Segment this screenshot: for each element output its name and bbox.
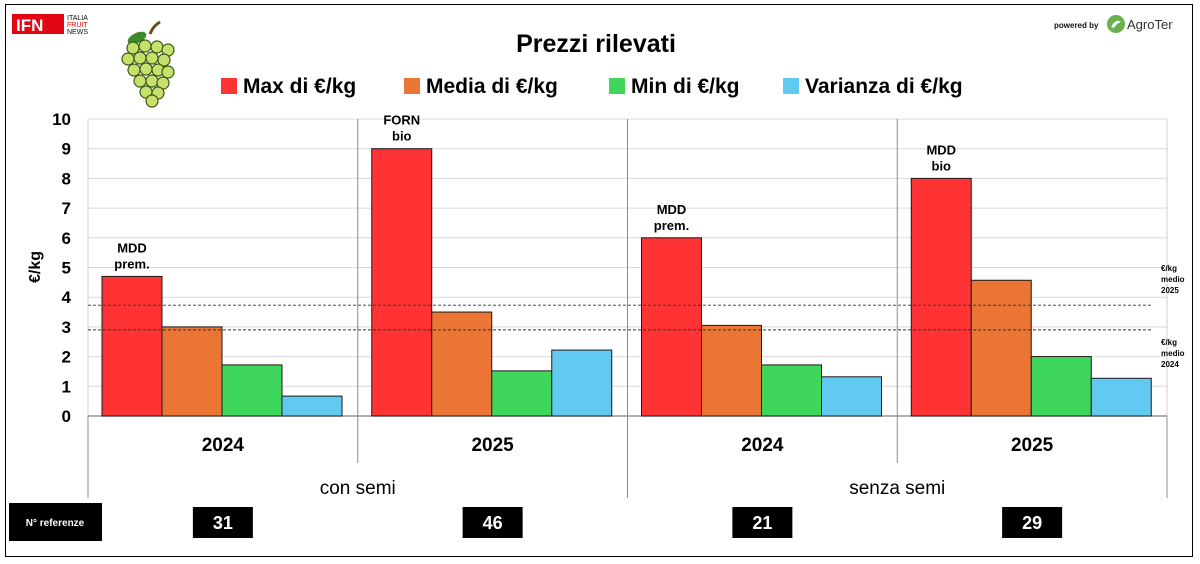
y-tick-labels: 0 1 2 3 4 5 6 7 8 9 10 [52,110,71,426]
bar-4-cat-2 [551,349,613,417]
referenze-label-box [9,503,102,541]
ifn-logo-line-3: NEWS [67,29,88,36]
referenze-value-1: 31 [213,513,233,533]
powered-by-label: powered by [1054,21,1099,30]
referenze-value-3: 21 [752,513,772,533]
group-dividers [87,119,1168,498]
x-tick-label-2: 2025 [471,435,514,456]
reference-line-1-label-1: €/kg [1161,264,1177,273]
agroter-leaf-shape [1111,20,1121,28]
ifn-logo-letters: IFN [16,16,43,35]
y-tick-label-4: 4 [62,288,72,307]
legend-label-2: Media di €/kg [426,75,558,98]
reference-line-2-label-2: medio [1161,349,1185,358]
x-tick-label-3: 2024 [741,435,784,456]
bar-1-cat-3 [641,237,702,417]
reference-line-2-label-1: €/kg [1161,338,1177,347]
bar-2-cat-2 [431,311,493,417]
bar-4-cat-4 [1090,377,1152,417]
ifn-logo-line-2: FRUIT [67,22,88,29]
referenze-row: N° referenze 31 46 21 29 [9,503,1063,541]
legend-swatch-3 [609,78,625,94]
x-tick-label-4: 2025 [1011,435,1054,456]
max-bar-annotation-4-line-2: bio [932,158,952,173]
referenze-box-2 [462,507,523,538]
group-label-1: con semi [320,478,396,499]
referenze-box-4 [1002,507,1063,538]
grape-icon [121,20,175,108]
y-tick-label-9: 9 [62,140,71,159]
max-bar-annotation-4-line-1: MDD [926,142,956,157]
y-tick-label-7: 7 [62,199,71,218]
max-bar-annotation-3-line-2: prem. [654,218,689,233]
bar-2-cat-1 [161,326,223,417]
reference-line-1-label-3: 2025 [1161,286,1179,295]
x-tick-labels: 2024 2025 2024 2025 [202,435,1054,456]
chart-title: Prezzi rilevati [516,30,676,58]
legend-swatch-2 [404,78,420,94]
bar-1-cat-4 [910,177,972,417]
ifn-logo-line-1: ITALIA [67,15,88,22]
bar-2-cat-4 [970,279,1032,417]
bar-4-cat-1 [281,395,343,417]
reference-lines: €/kg medio 2025 €/kg medio 2024 [88,264,1185,369]
reference-line-1-label-2: medio [1161,275,1185,284]
bar-1-cat-2 [371,148,433,417]
max-bar-annotation-3-line-1: MDD [657,202,687,217]
y-tick-label-1: 1 [62,377,71,396]
y-tick-label-6: 6 [62,229,71,248]
max-bar-annotation-1-line-2: prem. [114,256,149,271]
bar-1-cat-1 [101,275,163,417]
referenze-box-1 [192,507,253,538]
y-axis-label: €/kg [27,251,44,283]
agroter-logo: powered by AgroTer [1054,15,1173,33]
max-bar-annotation-1-line-1: MDD [117,240,147,255]
referenze-box-3 [732,507,793,538]
legend-swatch-1 [221,78,237,94]
legend-swatch-4 [783,78,799,94]
referenze-value-4: 29 [1022,513,1042,533]
bar-3-cat-4 [1030,356,1092,417]
bar-4-cat-3 [821,376,882,417]
bar-3-cat-1 [221,364,283,417]
referenze-value-2: 46 [483,513,503,533]
y-tick-label-5: 5 [62,259,71,278]
bar-3-cat-3 [761,364,822,417]
y-tick-label-8: 8 [62,169,71,188]
y-tick-label-3: 3 [62,318,71,337]
bars [101,148,1152,417]
x-tick-label-1: 2024 [202,435,245,456]
ifn-logo: IFN ITALIA FRUIT NEWS [12,14,88,36]
max-bar-annotation-2-line-1: FORN [383,113,420,128]
reference-line-2-label-3: 2024 [1161,360,1179,369]
legend-label-1: Max di €/kg [243,75,356,98]
legend-label-4: Varianza di €/kg [805,75,963,98]
referenze-label: N° referenze [26,518,85,529]
y-tick-label-2: 2 [62,348,71,367]
bar-2-cat-3 [701,324,762,417]
bar-3-cat-2 [491,370,553,417]
agroter-wordmark: AgroTer [1127,17,1173,32]
max-bar-annotation-2-line-2: bio [392,129,412,144]
legend-label-3: Min di €/kg [631,75,740,98]
group-label-2: senza semi [849,478,945,499]
y-tick-label-10: 10 [52,110,71,129]
y-tick-label-0: 0 [62,407,71,426]
group-labels: con semi senza semi [320,478,946,499]
ifn-logo-badge [12,14,64,34]
legend: Max di €/kg Media di €/kg Min di €/kg Varia… [221,75,963,98]
